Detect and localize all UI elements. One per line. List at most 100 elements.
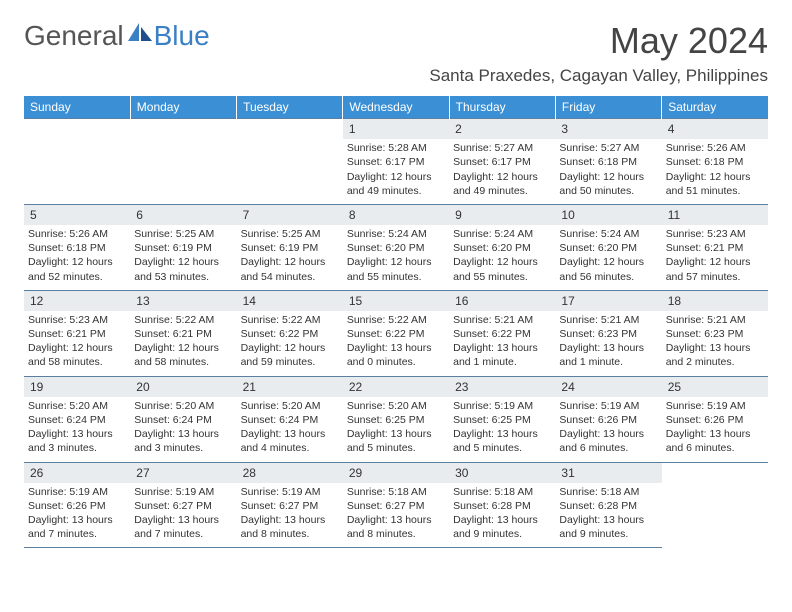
sunset-line: Sunset: 6:17 PM xyxy=(347,155,445,169)
sunrise-line: Sunrise: 5:26 AM xyxy=(666,141,764,155)
day-details: Sunrise: 5:24 AMSunset: 6:20 PMDaylight:… xyxy=(449,225,555,290)
day-number: 13 xyxy=(130,291,236,311)
calendar-cell: 12Sunrise: 5:23 AMSunset: 6:21 PMDayligh… xyxy=(24,290,130,376)
daylight-line: Daylight: 13 hours and 6 minutes. xyxy=(666,427,764,455)
daylight-line: Daylight: 12 hours and 58 minutes. xyxy=(134,341,232,369)
sunset-line: Sunset: 6:18 PM xyxy=(666,155,764,169)
day-details: Sunrise: 5:23 AMSunset: 6:21 PMDaylight:… xyxy=(24,311,130,376)
sunrise-line: Sunrise: 5:18 AM xyxy=(347,485,445,499)
daylight-line: Daylight: 12 hours and 54 minutes. xyxy=(241,255,339,283)
day-number: 22 xyxy=(343,377,449,397)
daylight-line: Daylight: 13 hours and 1 minute. xyxy=(559,341,657,369)
daylight-line: Daylight: 13 hours and 0 minutes. xyxy=(347,341,445,369)
day-details: Sunrise: 5:23 AMSunset: 6:21 PMDaylight:… xyxy=(662,225,768,290)
daylight-line: Daylight: 13 hours and 7 minutes. xyxy=(134,513,232,541)
calendar-cell: 21Sunrise: 5:20 AMSunset: 6:24 PMDayligh… xyxy=(237,376,343,462)
calendar-cell: 24Sunrise: 5:19 AMSunset: 6:26 PMDayligh… xyxy=(555,376,661,462)
day-number: 24 xyxy=(555,377,661,397)
day-details: Sunrise: 5:20 AMSunset: 6:25 PMDaylight:… xyxy=(343,397,449,462)
calendar-cell: 1Sunrise: 5:28 AMSunset: 6:17 PMDaylight… xyxy=(343,119,449,205)
day-details: Sunrise: 5:18 AMSunset: 6:28 PMDaylight:… xyxy=(449,483,555,548)
day-number: 31 xyxy=(555,463,661,483)
day-number: 14 xyxy=(237,291,343,311)
calendar-cell: 14Sunrise: 5:22 AMSunset: 6:22 PMDayligh… xyxy=(237,290,343,376)
calendar-cell xyxy=(24,119,130,205)
sunrise-line: Sunrise: 5:19 AM xyxy=(559,399,657,413)
day-number: 28 xyxy=(237,463,343,483)
calendar-cell: 15Sunrise: 5:22 AMSunset: 6:22 PMDayligh… xyxy=(343,290,449,376)
sunrise-line: Sunrise: 5:25 AM xyxy=(241,227,339,241)
sunrise-line: Sunrise: 5:19 AM xyxy=(28,485,126,499)
calendar-row: 19Sunrise: 5:20 AMSunset: 6:24 PMDayligh… xyxy=(24,376,768,462)
calendar-row: 26Sunrise: 5:19 AMSunset: 6:26 PMDayligh… xyxy=(24,462,768,548)
logo: General Blue xyxy=(24,20,210,52)
daylight-line: Daylight: 12 hours and 55 minutes. xyxy=(453,255,551,283)
day-number: 25 xyxy=(662,377,768,397)
sunrise-line: Sunrise: 5:19 AM xyxy=(666,399,764,413)
sunset-line: Sunset: 6:28 PM xyxy=(559,499,657,513)
daylight-line: Daylight: 13 hours and 1 minute. xyxy=(453,341,551,369)
sunset-line: Sunset: 6:27 PM xyxy=(134,499,232,513)
calendar-cell: 5Sunrise: 5:26 AMSunset: 6:18 PMDaylight… xyxy=(24,204,130,290)
sunrise-line: Sunrise: 5:27 AM xyxy=(559,141,657,155)
day-details: Sunrise: 5:18 AMSunset: 6:27 PMDaylight:… xyxy=(343,483,449,548)
sunset-line: Sunset: 6:26 PM xyxy=(28,499,126,513)
daylight-line: Daylight: 13 hours and 3 minutes. xyxy=(28,427,126,455)
day-details: Sunrise: 5:28 AMSunset: 6:17 PMDaylight:… xyxy=(343,139,449,204)
day-number: 4 xyxy=(662,119,768,139)
sunrise-line: Sunrise: 5:24 AM xyxy=(453,227,551,241)
daylight-line: Daylight: 13 hours and 4 minutes. xyxy=(241,427,339,455)
sunset-line: Sunset: 6:26 PM xyxy=(559,413,657,427)
day-number: 11 xyxy=(662,205,768,225)
day-details: Sunrise: 5:19 AMSunset: 6:27 PMDaylight:… xyxy=(130,483,236,548)
day-number: 10 xyxy=(555,205,661,225)
sunset-line: Sunset: 6:24 PM xyxy=(134,413,232,427)
calendar-cell: 22Sunrise: 5:20 AMSunset: 6:25 PMDayligh… xyxy=(343,376,449,462)
sunrise-line: Sunrise: 5:28 AM xyxy=(347,141,445,155)
daylight-line: Daylight: 13 hours and 8 minutes. xyxy=(241,513,339,541)
daylight-line: Daylight: 13 hours and 8 minutes. xyxy=(347,513,445,541)
sunrise-line: Sunrise: 5:22 AM xyxy=(347,313,445,327)
day-details: Sunrise: 5:20 AMSunset: 6:24 PMDaylight:… xyxy=(130,397,236,462)
calendar-cell: 11Sunrise: 5:23 AMSunset: 6:21 PMDayligh… xyxy=(662,204,768,290)
sunset-line: Sunset: 6:19 PM xyxy=(134,241,232,255)
calendar-cell: 3Sunrise: 5:27 AMSunset: 6:18 PMDaylight… xyxy=(555,119,661,205)
sunset-line: Sunset: 6:20 PM xyxy=(347,241,445,255)
sunrise-line: Sunrise: 5:22 AM xyxy=(241,313,339,327)
calendar-cell xyxy=(130,119,236,205)
calendar-cell xyxy=(237,119,343,205)
calendar-cell: 27Sunrise: 5:19 AMSunset: 6:27 PMDayligh… xyxy=(130,462,236,548)
sunrise-line: Sunrise: 5:23 AM xyxy=(28,313,126,327)
day-details: Sunrise: 5:25 AMSunset: 6:19 PMDaylight:… xyxy=(237,225,343,290)
day-details: Sunrise: 5:25 AMSunset: 6:19 PMDaylight:… xyxy=(130,225,236,290)
sunset-line: Sunset: 6:24 PM xyxy=(28,413,126,427)
day-number: 6 xyxy=(130,205,236,225)
calendar-cell: 16Sunrise: 5:21 AMSunset: 6:22 PMDayligh… xyxy=(449,290,555,376)
day-number: 27 xyxy=(130,463,236,483)
sunset-line: Sunset: 6:25 PM xyxy=(347,413,445,427)
sunset-line: Sunset: 6:18 PM xyxy=(28,241,126,255)
daylight-line: Daylight: 13 hours and 3 minutes. xyxy=(134,427,232,455)
daylight-line: Daylight: 12 hours and 49 minutes. xyxy=(347,170,445,198)
sunrise-line: Sunrise: 5:21 AM xyxy=(666,313,764,327)
day-details: Sunrise: 5:22 AMSunset: 6:22 PMDaylight:… xyxy=(343,311,449,376)
day-details: Sunrise: 5:22 AMSunset: 6:21 PMDaylight:… xyxy=(130,311,236,376)
sunrise-line: Sunrise: 5:18 AM xyxy=(559,485,657,499)
sunset-line: Sunset: 6:22 PM xyxy=(453,327,551,341)
sunset-line: Sunset: 6:28 PM xyxy=(453,499,551,513)
calendar-cell: 20Sunrise: 5:20 AMSunset: 6:24 PMDayligh… xyxy=(130,376,236,462)
calendar-cell: 8Sunrise: 5:24 AMSunset: 6:20 PMDaylight… xyxy=(343,204,449,290)
header: General Blue May 2024 Santa Praxedes, Ca… xyxy=(24,20,768,86)
calendar-cell: 30Sunrise: 5:18 AMSunset: 6:28 PMDayligh… xyxy=(449,462,555,548)
day-header-sunday: Sunday xyxy=(24,96,130,119)
sunrise-line: Sunrise: 5:24 AM xyxy=(347,227,445,241)
calendar-row: 5Sunrise: 5:26 AMSunset: 6:18 PMDaylight… xyxy=(24,204,768,290)
day-number: 18 xyxy=(662,291,768,311)
daylight-line: Daylight: 12 hours and 58 minutes. xyxy=(28,341,126,369)
day-number: 30 xyxy=(449,463,555,483)
daylight-line: Daylight: 13 hours and 9 minutes. xyxy=(453,513,551,541)
daylight-line: Daylight: 12 hours and 57 minutes. xyxy=(666,255,764,283)
daylight-line: Daylight: 12 hours and 53 minutes. xyxy=(134,255,232,283)
day-details: Sunrise: 5:27 AMSunset: 6:17 PMDaylight:… xyxy=(449,139,555,204)
day-details: Sunrise: 5:19 AMSunset: 6:26 PMDaylight:… xyxy=(24,483,130,548)
